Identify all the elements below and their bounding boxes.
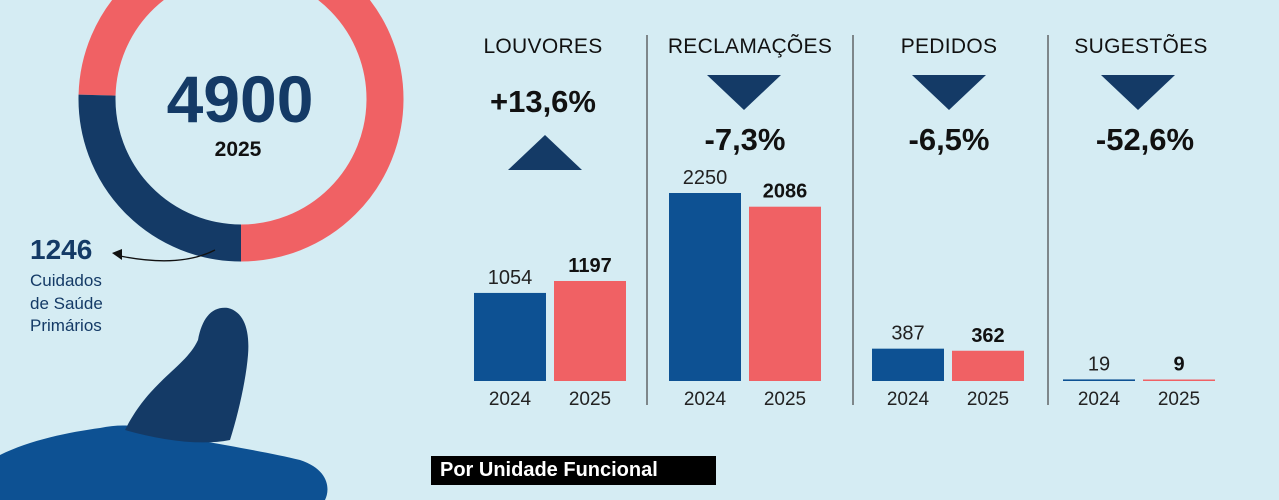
bar-2024 bbox=[872, 348, 944, 381]
csp-label-line-1: Cuidados bbox=[30, 271, 102, 290]
donut-total-year: 2025 bbox=[215, 138, 262, 161]
change-label: -6,5% bbox=[909, 122, 990, 157]
group-title: RECLAMAÇÕES bbox=[668, 34, 832, 58]
year-label-2024: 2024 bbox=[684, 389, 727, 410]
value-label-2024: 387 bbox=[891, 323, 924, 345]
change-label: +13,6% bbox=[490, 84, 596, 119]
group-sugestoes: SUGESTÕES -52,6% 19 9 2024 2025 bbox=[1063, 34, 1215, 410]
group-louvores: LOUVORES +13,6% 1054 1197 2024 2025 bbox=[474, 35, 626, 410]
donut-total-value: 4900 bbox=[167, 62, 314, 136]
year-label-2024: 2024 bbox=[887, 389, 930, 410]
year-label-2025: 2025 bbox=[967, 389, 1009, 410]
value-label-2024: 2250 bbox=[683, 167, 728, 189]
value-label-2025: 2086 bbox=[763, 181, 808, 203]
column-dividers bbox=[646, 35, 1049, 405]
year-label-2024: 2024 bbox=[1078, 389, 1121, 410]
donut-chart: 4900 2025 bbox=[78, 0, 404, 262]
bar-2024 bbox=[1063, 379, 1135, 381]
csp-value: 1246 bbox=[30, 234, 92, 265]
year-label-2025: 2025 bbox=[1158, 389, 1200, 410]
donut-slice-csp bbox=[78, 94, 242, 262]
trend-down-icon bbox=[912, 75, 986, 110]
year-label-2025: 2025 bbox=[569, 389, 611, 410]
bar-2024 bbox=[669, 193, 741, 381]
change-label: -7,3% bbox=[705, 122, 786, 157]
csp-pointer-line bbox=[119, 249, 216, 262]
year-label-2025: 2025 bbox=[764, 389, 806, 410]
bar-2025 bbox=[952, 350, 1024, 381]
trend-down-icon bbox=[707, 75, 781, 110]
thumbs-up-icon bbox=[0, 307, 328, 500]
group-title: PEDIDOS bbox=[901, 35, 998, 58]
trend-down-icon bbox=[1101, 75, 1175, 110]
value-label-2024: 19 bbox=[1088, 353, 1110, 375]
trend-up-icon bbox=[508, 135, 582, 170]
group-reclamacoes: RECLAMAÇÕES -7,3% 2250 2086 2024 2025 bbox=[668, 34, 832, 410]
group-title: SUGESTÕES bbox=[1074, 34, 1207, 58]
csp-label-line-2: de Saúde bbox=[30, 294, 103, 313]
donut-slice-other bbox=[78, 0, 404, 262]
section-label: Por Unidade Funcional bbox=[431, 456, 716, 485]
bar-2025 bbox=[554, 280, 626, 381]
bar-2025 bbox=[749, 206, 821, 381]
value-label-2025: 9 bbox=[1173, 354, 1184, 376]
bar-2025 bbox=[1143, 379, 1215, 381]
year-label-2024: 2024 bbox=[489, 389, 532, 410]
csp-label-line-3: Primários bbox=[30, 316, 102, 335]
csp-annotation: 1246 Cuidados de Saúde Primários bbox=[30, 234, 216, 335]
change-label: -52,6% bbox=[1096, 122, 1194, 157]
group-title: LOUVORES bbox=[483, 35, 602, 58]
value-label-2024: 1054 bbox=[488, 267, 533, 289]
csp-pointer-arrowhead bbox=[112, 249, 122, 260]
group-pedidos: PEDIDOS -6,5% 387 362 2024 2025 bbox=[872, 35, 1024, 410]
bar-2024 bbox=[474, 292, 546, 381]
value-label-2025: 1197 bbox=[568, 255, 611, 277]
value-label-2025: 362 bbox=[971, 325, 1004, 347]
